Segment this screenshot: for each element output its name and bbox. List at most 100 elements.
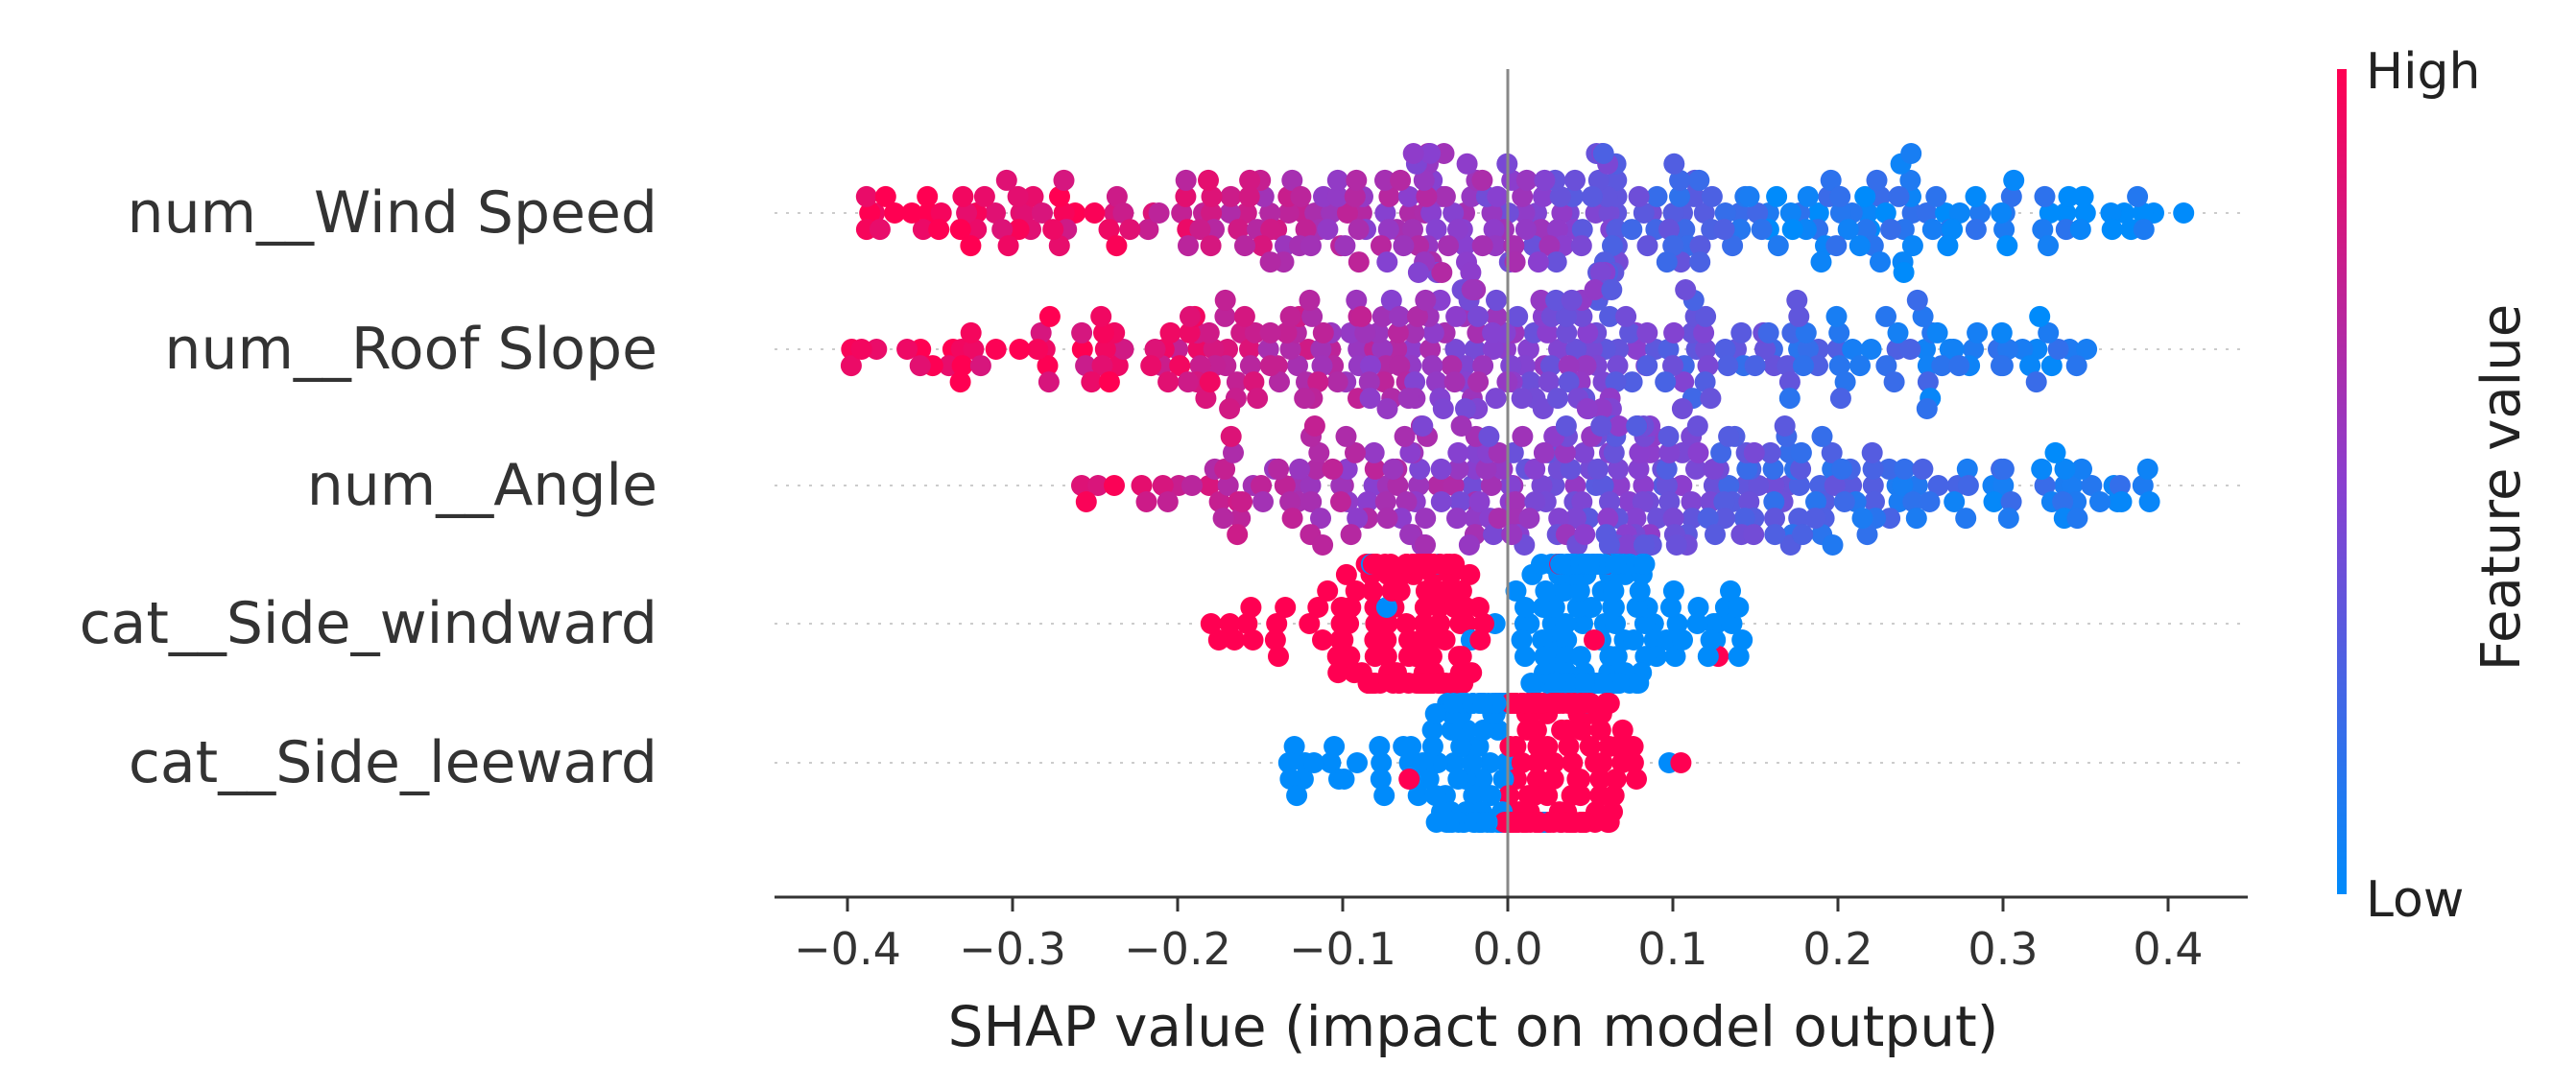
shap-point <box>1603 580 1625 602</box>
shap-point <box>1320 752 1342 773</box>
shap-point <box>1346 289 1368 311</box>
shap-point <box>1415 580 1437 602</box>
shap-point <box>1596 185 1618 207</box>
shap-point <box>1283 736 1305 757</box>
shap-point <box>1825 305 1848 327</box>
shap-point <box>1728 597 1750 618</box>
shap-point <box>1700 388 1722 410</box>
shap-point <box>1849 355 1871 377</box>
shap-point <box>2040 355 2063 377</box>
shap-point <box>1674 219 1696 241</box>
shap-point <box>1856 524 1878 546</box>
shap-point <box>1733 508 1755 530</box>
shap-point <box>1407 262 1429 283</box>
shap-point <box>1517 339 1539 360</box>
shap-point <box>1157 491 1179 512</box>
shap-point <box>1636 355 1658 377</box>
shap-point <box>1053 169 1075 191</box>
shap-point <box>1996 235 2018 257</box>
shap-point <box>1632 491 1654 512</box>
shap-point <box>1371 752 1393 773</box>
shap-point <box>1663 153 1685 175</box>
shap-point <box>1634 646 1657 668</box>
shap-point <box>1829 202 1851 224</box>
shap-point <box>1605 613 1626 634</box>
shap-point <box>1144 339 1166 360</box>
shap-point <box>1022 185 1044 207</box>
shap-point <box>1450 646 1472 668</box>
shap-point <box>1855 219 1877 241</box>
shap-point <box>1471 769 1493 790</box>
shap-point <box>1512 425 1534 447</box>
shap-point <box>1790 441 1812 463</box>
shap-point <box>1993 219 2015 241</box>
shap-point <box>1762 458 1784 480</box>
shap-point <box>1363 441 1385 463</box>
shap-point <box>1629 441 1651 463</box>
shap-point <box>1233 305 1255 327</box>
shap-point <box>1571 305 1593 327</box>
shap-point <box>1603 597 1625 618</box>
shap-point <box>1467 305 1489 327</box>
shap-point <box>1324 736 1346 757</box>
shap-point <box>1434 185 1456 207</box>
shap-point <box>2038 235 2059 257</box>
shap-point <box>1467 736 1490 757</box>
shap-point <box>1851 508 1873 530</box>
shap-point <box>1697 646 1719 668</box>
shap-point <box>1420 554 1443 575</box>
shap-point <box>1703 458 1725 480</box>
shap-point <box>1181 475 1203 496</box>
shap-point <box>1269 371 1290 393</box>
shap-point <box>1287 355 1308 377</box>
shap-point <box>1007 185 1029 207</box>
shap-point <box>1454 235 1476 257</box>
shap-point <box>1905 508 1927 530</box>
shap-point <box>1220 425 1242 447</box>
shap-point <box>1805 491 1826 512</box>
shap-point <box>1894 458 1916 480</box>
shap-point <box>1763 491 1785 512</box>
shap-point <box>1658 219 1680 241</box>
shap-point <box>1568 580 1590 602</box>
shap-point <box>1729 219 1752 241</box>
shap-point <box>1560 812 1582 833</box>
shap-point <box>1943 339 1965 360</box>
shap-point <box>1224 629 1246 651</box>
shap-point <box>1500 355 1522 377</box>
shap-point <box>1606 736 1628 757</box>
shap-point <box>1887 321 1909 343</box>
shap-point <box>1786 289 1808 311</box>
shap-point <box>1569 646 1591 668</box>
shap-point <box>1375 629 1397 651</box>
shap-point <box>1701 185 1723 207</box>
shap-point <box>1590 415 1612 437</box>
shap-point <box>1623 629 1645 651</box>
shap-point <box>1461 475 1483 496</box>
shap-point <box>2039 202 2061 224</box>
shap-point <box>1505 491 1526 512</box>
shap-point <box>1576 398 1598 419</box>
shap-point <box>1577 321 1599 343</box>
shap-point <box>1526 769 1548 790</box>
shap-point <box>1501 524 1523 546</box>
shap-point <box>1764 524 1786 546</box>
shap-point <box>1398 629 1419 651</box>
shap-point <box>1609 475 1631 496</box>
shap-point <box>1955 508 1977 530</box>
shap-point <box>1599 491 1620 512</box>
shap-point <box>1075 355 1097 377</box>
shap-point <box>1822 534 1844 556</box>
shap-point <box>1825 235 1848 257</box>
shap-point <box>1628 673 1650 694</box>
shap-point <box>1486 289 1507 311</box>
shap-point <box>1578 693 1600 714</box>
shap-point <box>1722 235 1744 257</box>
shap-point <box>1926 321 1948 343</box>
shap-point <box>1621 219 1643 241</box>
shap-point <box>1131 475 1153 496</box>
shap-point <box>1504 251 1526 273</box>
shap-point <box>2058 185 2080 207</box>
shap-point <box>1239 169 1261 191</box>
shap-point <box>1424 702 1446 724</box>
